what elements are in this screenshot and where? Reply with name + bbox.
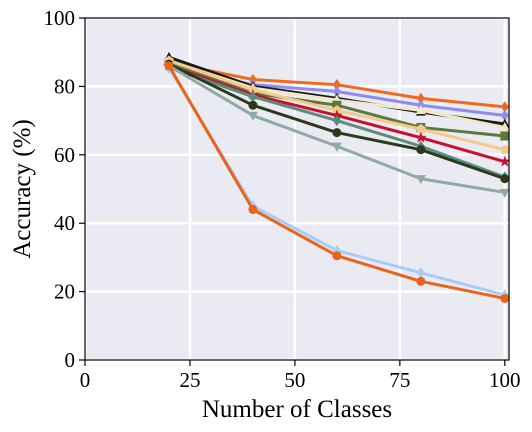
data-point (332, 128, 342, 138)
data-point (415, 131, 427, 143)
data-point (500, 101, 509, 113)
data-point (415, 123, 426, 134)
series-12 (164, 61, 510, 303)
data-point (416, 267, 425, 279)
axes (79, 17, 510, 366)
data-point (416, 276, 426, 286)
y-tick-label: 80 (54, 74, 75, 98)
plot-frame (84, 17, 510, 361)
data-point (499, 188, 510, 198)
y-tick-label: 60 (54, 143, 75, 167)
data-point (500, 293, 510, 303)
y-tick-label: 40 (54, 211, 75, 235)
data-point (164, 61, 174, 71)
x-tick-label: 100 (489, 368, 521, 392)
y-tick-label: 20 (54, 280, 75, 304)
data-point (500, 174, 510, 184)
plot-background (85, 18, 509, 360)
tick-labels: 0 25 50 75 100 0 20 40 60 80 100 (44, 6, 521, 392)
data-point (332, 251, 342, 261)
x-tick-label: 25 (179, 368, 200, 392)
data-point (416, 145, 426, 155)
data-point (499, 144, 510, 154)
data-point (332, 244, 341, 257)
data-point (500, 109, 509, 122)
data-point (416, 92, 425, 104)
data-point (248, 91, 257, 103)
data-point (331, 142, 342, 152)
data-point (247, 111, 258, 121)
y-tick-label: 100 (44, 6, 76, 30)
data-point (332, 114, 341, 127)
x-tick-label: 50 (284, 368, 305, 392)
data-point (332, 79, 341, 91)
y-tick-label: 0 (65, 348, 76, 372)
data-point (332, 85, 341, 98)
data-point (499, 155, 511, 167)
data-point (499, 122, 510, 132)
data-point (248, 100, 258, 110)
data-point (331, 109, 343, 121)
data-point (415, 104, 426, 114)
y-axis-label: Accuracy (%) (9, 119, 36, 259)
series-layer (163, 51, 511, 303)
data-point (248, 205, 258, 215)
x-tick-label: 75 (389, 368, 410, 392)
data-point (500, 131, 510, 141)
x-tick-label: 0 (80, 368, 91, 392)
x-axis-label: Number of Classes (202, 396, 392, 423)
data-point (415, 175, 426, 185)
